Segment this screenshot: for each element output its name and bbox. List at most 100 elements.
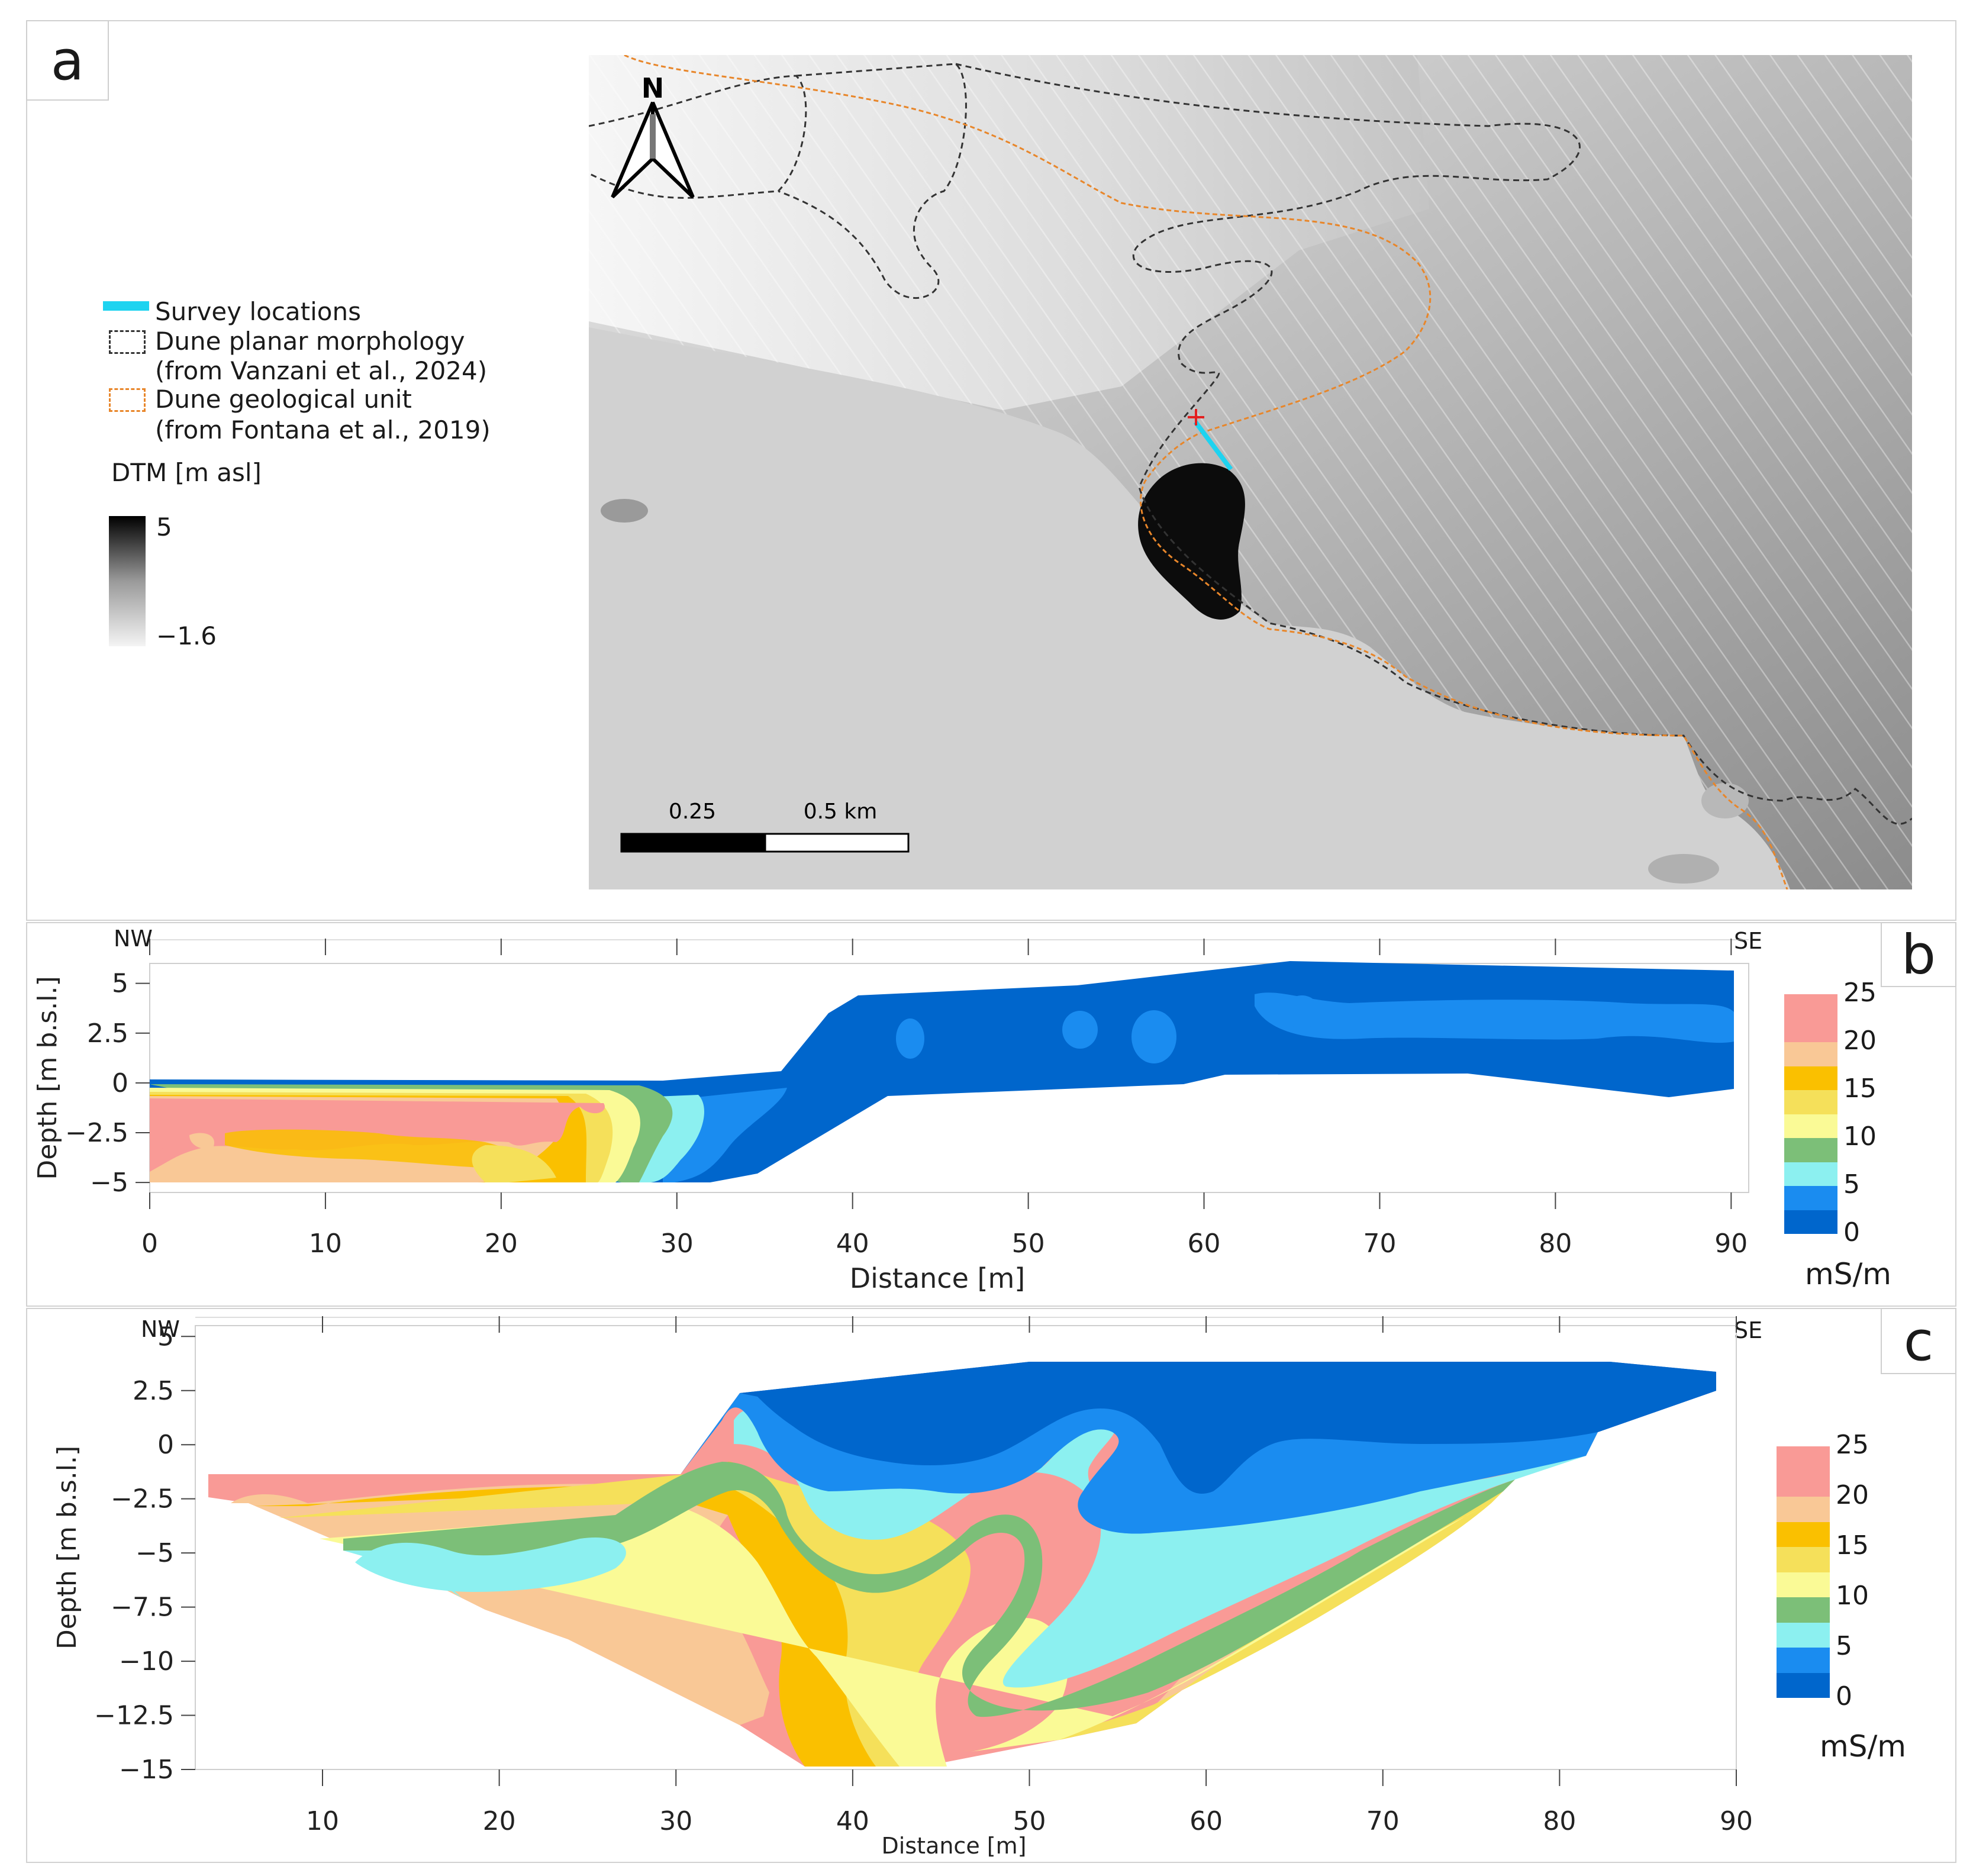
survey-legend-swatch — [103, 301, 149, 311]
x-tick-label: 10 — [306, 1806, 339, 1836]
legend-dune-geo-source: (from Fontana et al., 2019) — [155, 415, 491, 444]
y-tick-label: 2.5 — [133, 1376, 174, 1406]
y-tick-label: −15 — [119, 1755, 174, 1785]
x-tick-label: 50 — [1013, 1806, 1046, 1836]
b-zone-lightblue — [1255, 992, 1734, 1043]
x-tick-label: 80 — [1543, 1806, 1576, 1836]
panel-c-colorbar — [1777, 1446, 1830, 1698]
x-tick-label: 70 — [1363, 1229, 1396, 1259]
panel-b-letter: b — [1881, 922, 1956, 987]
panel-c-frame — [26, 1308, 1956, 1863]
north-label: N — [641, 72, 665, 104]
colorbar-tick-label: 10 — [1843, 1121, 1877, 1152]
c-zone-orange — [254, 1462, 923, 1767]
scale-label-mid: 0.25 — [669, 800, 716, 824]
c-zone-green — [343, 1462, 1515, 1717]
lagoon — [589, 327, 1790, 889]
panel-a-letter: a — [26, 20, 109, 101]
panel-c-axes: 10 20 30 40 50 60 70 80 90 5 2.5 0 −2.5 −5 −7.5 −10 −12.… — [52, 1316, 1753, 1859]
y-tick-label: −2.5 — [65, 1118, 128, 1148]
y-tick-label: −7.5 — [111, 1593, 174, 1623]
panel-c-letter: c — [1881, 1308, 1956, 1374]
colorbar-tick-label: 0 — [1836, 1681, 1852, 1711]
dtm-colorbar — [109, 516, 146, 646]
x-tick-label: 60 — [1188, 1229, 1221, 1259]
panel-b-frame — [26, 922, 1956, 1307]
colorbar-tick-label: 15 — [1843, 1074, 1877, 1104]
x-tick-label: 50 — [1012, 1229, 1045, 1259]
scale-label-end: 0.5 km — [804, 800, 878, 824]
y-tick-label: −10 — [119, 1646, 174, 1677]
y-axis-label: Depth [m b.s.l.] — [33, 976, 63, 1179]
legend-dune-morph-source: (from Vanzani et al., 2024) — [155, 356, 488, 385]
colorbar-tick-label: 5 — [1843, 1169, 1860, 1200]
north-arrow-icon — [611, 101, 695, 199]
x-tick-label: 80 — [1539, 1229, 1572, 1259]
dune-body — [1138, 463, 1245, 620]
y-tick-label: −5 — [136, 1538, 174, 1568]
plot-frame — [195, 1325, 1737, 1770]
panel-b-nw-label: NW — [114, 926, 153, 952]
x-axis-label: Distance [m] — [882, 1833, 1027, 1859]
legend-dune-morph-label: Dune planar morphology — [155, 327, 465, 356]
colorbar-tick-label: 0 — [1843, 1217, 1860, 1248]
x-tick-label: 20 — [483, 1806, 516, 1836]
x-tick-label: 60 — [1189, 1806, 1223, 1836]
colorbar-tick-label: 10 — [1836, 1581, 1869, 1611]
panel-a-frame — [26, 20, 1956, 921]
y-tick-label: 5 — [112, 969, 128, 999]
x-axis-label: Distance [m] — [850, 1262, 1025, 1294]
y-tick-label: 5 — [157, 1321, 174, 1352]
plot-frame — [149, 963, 1749, 1193]
x-tick-label: 20 — [485, 1229, 518, 1259]
panel-c-section — [208, 1362, 1716, 1767]
y-tick-label: 0 — [112, 1068, 128, 1098]
panel-b-colorbar — [1784, 994, 1837, 1234]
legend-dtm-title: DTM [m asl] — [111, 458, 262, 487]
x-tick-label: 90 — [1714, 1229, 1748, 1259]
legend-dune-geo-label: Dune geological unit — [155, 385, 412, 414]
dune-planar-morphology — [589, 63, 1912, 825]
legend-survey-label: Survey locations — [155, 297, 361, 326]
panel-c-nw-label: NW — [141, 1316, 180, 1342]
dtm-min-label: −1.6 — [156, 621, 217, 650]
y-tick-label: −2.5 — [111, 1484, 174, 1514]
survey-start-cross — [1188, 409, 1204, 426]
x-tick-label: 0 — [141, 1229, 158, 1259]
colorbar-tick-label: 20 — [1836, 1480, 1869, 1510]
x-tick-label: 70 — [1366, 1806, 1400, 1836]
x-tick-label: 40 — [836, 1806, 869, 1836]
x-tick-label: 40 — [836, 1229, 869, 1259]
panel-b-chart: 0 10 20 30 40 50 60 70 80 90 5 2.5 0 −2.5 −5 Distance [… — [33, 939, 1749, 1294]
survey-line — [1193, 420, 1233, 471]
colorbar-tick-label: 5 — [1836, 1631, 1852, 1661]
x-tick-label: 90 — [1720, 1806, 1753, 1836]
y-tick-label: −5 — [90, 1168, 128, 1198]
dune-geological-unit — [624, 55, 1788, 889]
x-tick-label: 30 — [659, 1806, 692, 1836]
dune-morph-legend-swatch — [109, 330, 146, 354]
y-tick-label: −12.5 — [94, 1701, 174, 1731]
c-zone-yellow — [278, 1468, 1515, 1767]
colorbar-tick-label: 25 — [1843, 978, 1877, 1008]
y-axis-label: Depth [m b.s.l.] — [52, 1446, 82, 1649]
dtm-map: N 0.25 0.5 km — [589, 55, 1912, 889]
scale-bar: 0.25 0.5 km — [620, 800, 910, 853]
panel-c-se-label: SE — [1734, 1317, 1763, 1343]
panel-c-chart: 10 20 30 40 50 60 70 80 90 5 2.5 0 −2.5 −5 −7.5 −10 −12.… — [52, 1316, 1753, 1859]
c-zone-cyan — [343, 1410, 1586, 1688]
y-tick-label: 0 — [157, 1430, 174, 1460]
panel-b-se-label: SE — [1734, 928, 1763, 954]
x-tick-label: 10 — [309, 1229, 342, 1259]
x-tick-label: 30 — [660, 1229, 694, 1259]
c-zone-blue — [740, 1362, 1716, 1494]
panel-c-unit: mS/m — [1820, 1729, 1906, 1764]
panel-b-unit: mS/m — [1805, 1257, 1891, 1291]
colorbar-tick-label: 20 — [1843, 1026, 1877, 1056]
panel-b-section — [150, 961, 1734, 1182]
dtm-max-label: 5 — [156, 512, 172, 541]
colorbar-tick-label: 25 — [1836, 1430, 1869, 1460]
colorbar-tick-label: 15 — [1836, 1530, 1869, 1561]
dune-geo-legend-swatch — [109, 388, 146, 412]
panel-b-axes: 0 10 20 30 40 50 60 70 80 90 5 2.5 0 −2.5 −5 Distance [… — [33, 939, 1749, 1294]
